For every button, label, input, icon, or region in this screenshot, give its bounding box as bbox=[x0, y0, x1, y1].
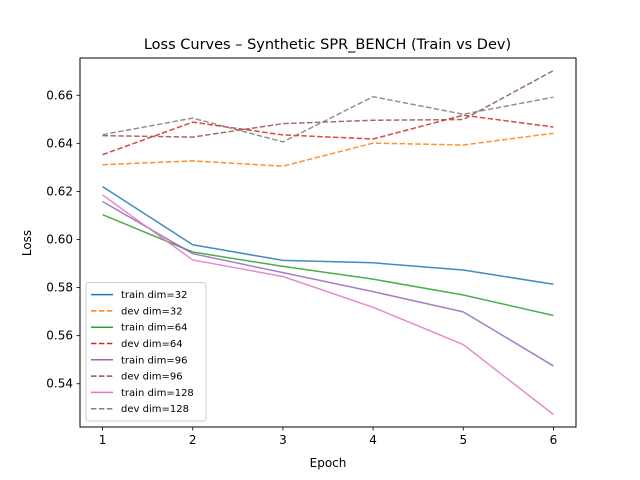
series-line-train-dim-32 bbox=[102, 185, 554, 285]
y-tick-label: 0.60 bbox=[46, 232, 73, 246]
legend-label: train dim=96 bbox=[121, 355, 187, 366]
series-line-dev-dim-96 bbox=[102, 69, 554, 138]
legend-label: dev dim=64 bbox=[121, 339, 183, 350]
series-line-train-dim-96 bbox=[102, 200, 554, 367]
x-tick-label: 6 bbox=[550, 433, 558, 447]
y-tick-label: 0.66 bbox=[46, 88, 73, 102]
series-line-dev-dim-128 bbox=[102, 95, 554, 143]
series-line-dev-dim-32 bbox=[102, 132, 554, 167]
x-axis: 1 2 3 4 5 6 bbox=[99, 427, 558, 447]
x-tick-label: 4 bbox=[369, 433, 377, 447]
series-line-dev-dim-64 bbox=[102, 114, 554, 156]
legend-label: train dim=32 bbox=[121, 290, 187, 301]
x-axis-label: Epoch bbox=[310, 456, 347, 470]
x-tick-label: 3 bbox=[279, 433, 287, 447]
y-tick-label: 0.56 bbox=[46, 329, 73, 343]
legend-label: train dim=128 bbox=[121, 388, 194, 399]
chart-title: Loss Curves – Synthetic SPR_BENCH (Train… bbox=[144, 37, 511, 53]
y-tick-label: 0.62 bbox=[46, 184, 73, 198]
plot-frame bbox=[79, 57, 577, 428]
x-tick-label: 2 bbox=[189, 433, 197, 447]
x-tick-label: 5 bbox=[459, 433, 467, 447]
y-tick-label: 0.64 bbox=[46, 136, 73, 150]
series-line-train-dim-128 bbox=[102, 194, 554, 416]
y-tick-label: 0.58 bbox=[46, 281, 73, 295]
plot-lines bbox=[102, 69, 554, 416]
y-axis-label: Loss bbox=[20, 230, 34, 256]
x-tick-label: 1 bbox=[99, 433, 107, 447]
legend-label: train dim=64 bbox=[121, 323, 187, 334]
legend-label: dev dim=96 bbox=[121, 372, 183, 383]
legend-label: dev dim=128 bbox=[121, 404, 189, 415]
legend: train dim=32 dev dim=32 train dim=64 dev di… bbox=[85, 282, 207, 422]
legend-label: dev dim=32 bbox=[121, 306, 183, 317]
y-axis: 0.54 0.56 0.58 0.60 0.62 0.64 0.66 bbox=[46, 88, 80, 391]
y-tick-label: 0.54 bbox=[46, 377, 73, 391]
legend-box bbox=[85, 282, 207, 422]
